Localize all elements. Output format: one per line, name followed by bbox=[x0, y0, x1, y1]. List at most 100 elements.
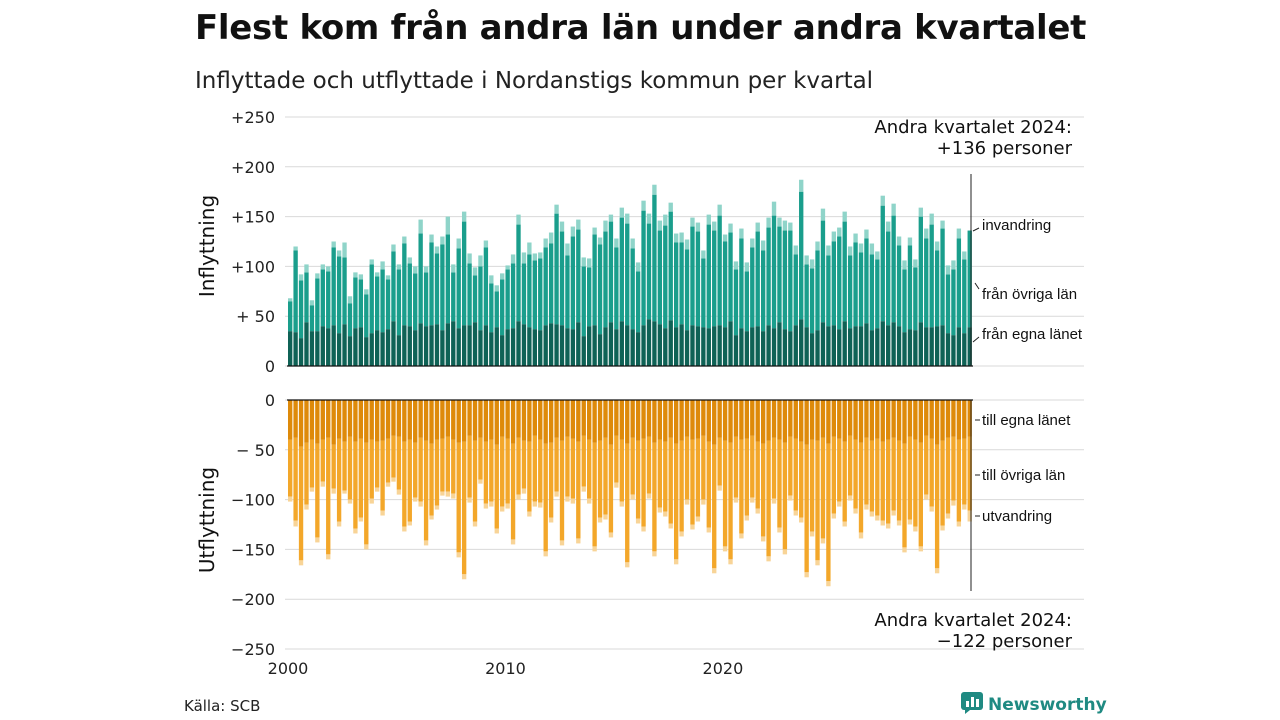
bar-outflow-other bbox=[652, 442, 657, 552]
bar-outflow-emigration bbox=[538, 502, 543, 508]
bar-inflow-other bbox=[652, 194, 657, 322]
bar-inflow-own bbox=[451, 321, 456, 366]
bar-inflow-immigration bbox=[581, 257, 586, 267]
bar-inflow-immigration bbox=[413, 266, 418, 274]
bar-inflow-other bbox=[744, 271, 750, 332]
bar-outflow-other bbox=[886, 439, 891, 524]
bar-inflow-immigration bbox=[331, 241, 336, 248]
bar-inflow-own bbox=[940, 325, 945, 366]
bar-inflow-own bbox=[527, 327, 532, 366]
bar-outflow-other bbox=[494, 444, 499, 529]
bar-inflow-own bbox=[429, 325, 434, 366]
bar-inflow-immigration bbox=[402, 236, 407, 244]
brand-logo[interactable]: Newsworthy bbox=[961, 692, 1107, 718]
bar-outflow-other bbox=[695, 438, 701, 517]
bar-inflow-immigration bbox=[565, 243, 570, 256]
y-tick-label-inflow: +200 bbox=[231, 158, 275, 177]
bar-outflow-other bbox=[837, 438, 842, 502]
bar-inflow-other bbox=[842, 221, 847, 322]
source-note: Källa: SCB bbox=[184, 697, 261, 715]
bar-inflow-own bbox=[788, 331, 793, 366]
bar-inflow-own bbox=[440, 330, 445, 366]
bar-outflow-other bbox=[434, 439, 440, 506]
bar-inflow-own bbox=[782, 329, 788, 366]
bar-inflow-other bbox=[771, 215, 777, 329]
bar-outflow-emigration bbox=[385, 482, 391, 487]
bar-inflow-immigration bbox=[652, 184, 657, 195]
bar-outflow-emigration bbox=[516, 494, 521, 500]
bar-inflow-other bbox=[592, 234, 597, 326]
bar-outflow-emigration bbox=[461, 574, 467, 580]
bar-outflow-emigration bbox=[619, 501, 624, 507]
bar-outflow-own bbox=[407, 400, 412, 440]
bar-inflow-own bbox=[760, 331, 766, 366]
bar-outflow-own bbox=[793, 400, 798, 439]
bar-inflow-other bbox=[750, 247, 755, 328]
bar-outflow-emigration bbox=[603, 514, 608, 520]
bar-inflow-immigration bbox=[625, 213, 630, 224]
bar-inflow-immigration bbox=[886, 221, 891, 232]
bar-inflow-immigration bbox=[722, 234, 728, 242]
bar-inflow-immigration bbox=[750, 238, 755, 248]
bar-inflow-other bbox=[739, 238, 744, 329]
bar-outflow-other bbox=[673, 443, 679, 560]
bar-inflow-immigration bbox=[369, 259, 374, 265]
bar-inflow-immigration bbox=[728, 223, 733, 233]
bar-inflow-immigration bbox=[701, 250, 706, 259]
bar-outflow-emigration bbox=[951, 500, 956, 506]
bar-inflow-other bbox=[706, 224, 711, 329]
bar-inflow-other bbox=[380, 269, 385, 333]
bar-outflow-other bbox=[543, 443, 548, 552]
bar-inflow-immigration bbox=[820, 208, 826, 221]
bar-inflow-immigration bbox=[695, 222, 701, 232]
bar-outflow-other bbox=[565, 436, 570, 497]
bar-outflow-other bbox=[456, 442, 461, 553]
bar-outflow-other bbox=[739, 439, 744, 534]
bar-outflow-own bbox=[353, 400, 358, 442]
bar-inflow-immigration bbox=[516, 214, 521, 225]
bar-outflow-emigration bbox=[924, 494, 929, 500]
bar-inflow-immigration bbox=[315, 273, 320, 279]
bar-outflow-other bbox=[461, 441, 467, 575]
bar-outflow-emigration bbox=[576, 538, 581, 544]
bar-outflow-emigration bbox=[614, 482, 619, 488]
y-tick-label-outflow: −250 bbox=[231, 640, 275, 659]
bar-outflow-own bbox=[733, 400, 739, 437]
bar-outflow-emigration bbox=[663, 511, 668, 517]
bar-outflow-own bbox=[288, 400, 293, 440]
bar-outflow-emigration bbox=[956, 521, 962, 527]
bar-inflow-immigration bbox=[940, 220, 945, 229]
bar-inflow-other bbox=[918, 216, 923, 323]
bar-inflow-immigration bbox=[771, 201, 777, 216]
bar-inflow-other bbox=[418, 233, 423, 324]
bar-inflow-own bbox=[456, 328, 461, 366]
bar-outflow-own bbox=[766, 400, 771, 441]
bar-inflow-own bbox=[684, 330, 690, 366]
bar-inflow-own bbox=[326, 328, 331, 366]
bar-inflow-immigration bbox=[896, 236, 902, 246]
bar-outflow-own bbox=[293, 400, 298, 438]
bar-inflow-immigration bbox=[461, 211, 467, 222]
bar-outflow-emigration bbox=[815, 560, 820, 566]
bar-outflow-other bbox=[847, 435, 853, 496]
bar-outflow-own bbox=[771, 400, 777, 438]
chart-title: Flest kom från andra län under andra kva… bbox=[195, 8, 1087, 48]
bar-outflow-own bbox=[896, 400, 902, 441]
bar-inflow-immigration bbox=[913, 259, 918, 268]
bar-inflow-immigration bbox=[924, 228, 929, 239]
bar-inflow-immigration bbox=[864, 229, 869, 239]
bar-inflow-immigration bbox=[304, 264, 309, 273]
bar-inflow-other bbox=[760, 250, 766, 332]
bar-inflow-immigration bbox=[918, 207, 923, 217]
bar-outflow-emigration bbox=[907, 519, 913, 525]
bar-outflow-emigration bbox=[886, 523, 891, 529]
bar-inflow-immigration bbox=[510, 254, 516, 264]
bar-outflow-emigration bbox=[353, 528, 358, 534]
bar-inflow-own bbox=[521, 324, 527, 366]
bar-outflow-emigration bbox=[820, 538, 826, 544]
bar-outflow-emigration bbox=[543, 551, 548, 557]
bar-outflow-own bbox=[336, 400, 342, 439]
bar-inflow-own bbox=[369, 333, 374, 366]
bar-inflow-own bbox=[309, 331, 315, 366]
bar-outflow-other bbox=[451, 439, 456, 494]
